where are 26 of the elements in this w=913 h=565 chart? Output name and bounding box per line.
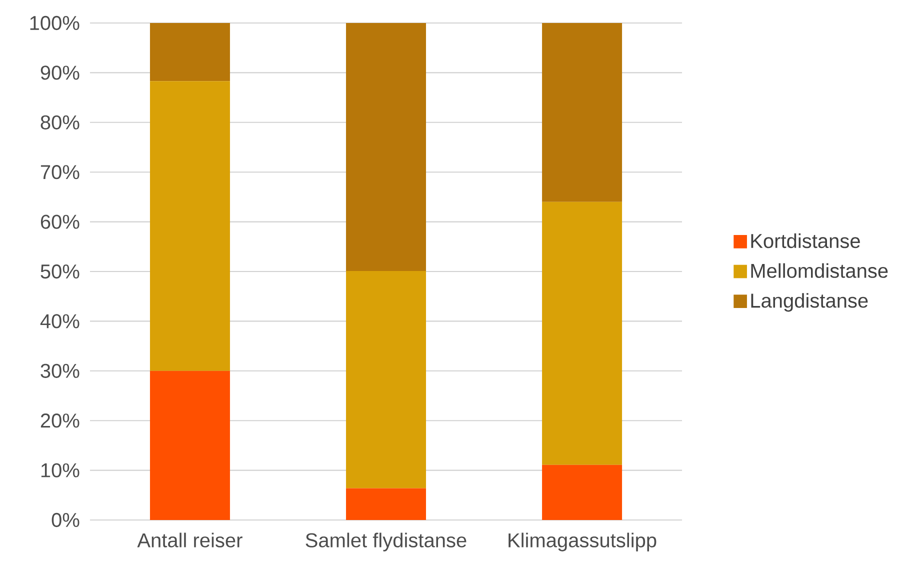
bar [150, 370, 230, 520]
y-tick-label: 80% [40, 115, 80, 130]
y-tick-label: 30% [40, 364, 80, 378]
y-tick-label: 40% [40, 314, 80, 328]
legend-label: Kortdistanse [751, 233, 860, 248]
y-tick-label: 70% [40, 165, 80, 180]
legend-label: Langdistanse [751, 293, 868, 312]
bar [346, 488, 426, 520]
bar [542, 22, 622, 202]
x-tick-label: Klimagassutslipp [508, 532, 656, 552]
bar [542, 202, 622, 465]
bar [346, 271, 426, 488]
y-tick-label: 10% [41, 463, 80, 478]
x-tick-label: Samlet flydistanse [306, 532, 466, 552]
y-tick-label: 60% [40, 214, 80, 229]
y-tick-label: 0% [52, 512, 80, 528]
y-tick-label: 100% [30, 16, 80, 30]
y-tick-label: 50% [40, 264, 80, 279]
legend-label: Mellomdistanse [751, 263, 888, 278]
y-tick-label: 20% [40, 414, 80, 428]
x-tick-label: Antall reiser [137, 532, 242, 548]
bar [150, 22, 230, 82]
y-tick-label: 90% [40, 66, 80, 80]
bar [346, 22, 426, 271]
bar [542, 464, 622, 520]
bar [150, 81, 230, 371]
